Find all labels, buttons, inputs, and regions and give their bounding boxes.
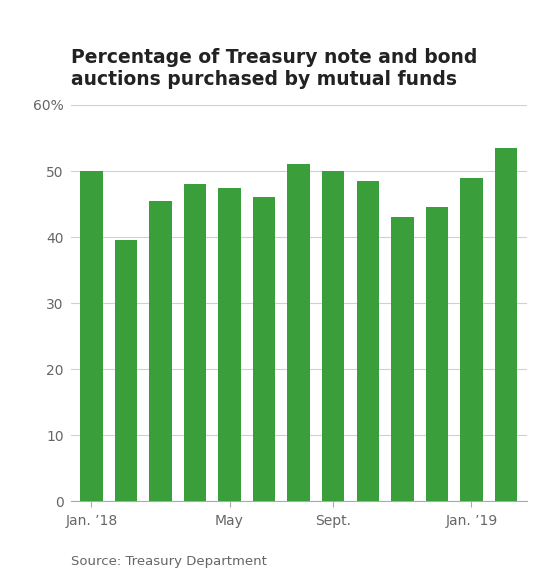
Bar [460, 178, 483, 501]
Bar [218, 188, 241, 501]
Bar [426, 208, 448, 501]
Bar [357, 181, 379, 501]
Text: Source: Treasury Department: Source: Treasury Department [71, 556, 267, 568]
Bar [253, 198, 275, 501]
Bar [495, 148, 517, 501]
Bar [80, 171, 103, 501]
Bar [322, 171, 344, 501]
Bar [184, 184, 206, 501]
Bar [149, 201, 172, 501]
Text: Percentage of Treasury note and bond
auctions purchased by mutual funds: Percentage of Treasury note and bond auc… [71, 48, 477, 90]
Bar [115, 240, 137, 501]
Bar [287, 164, 310, 501]
Bar [391, 217, 414, 501]
